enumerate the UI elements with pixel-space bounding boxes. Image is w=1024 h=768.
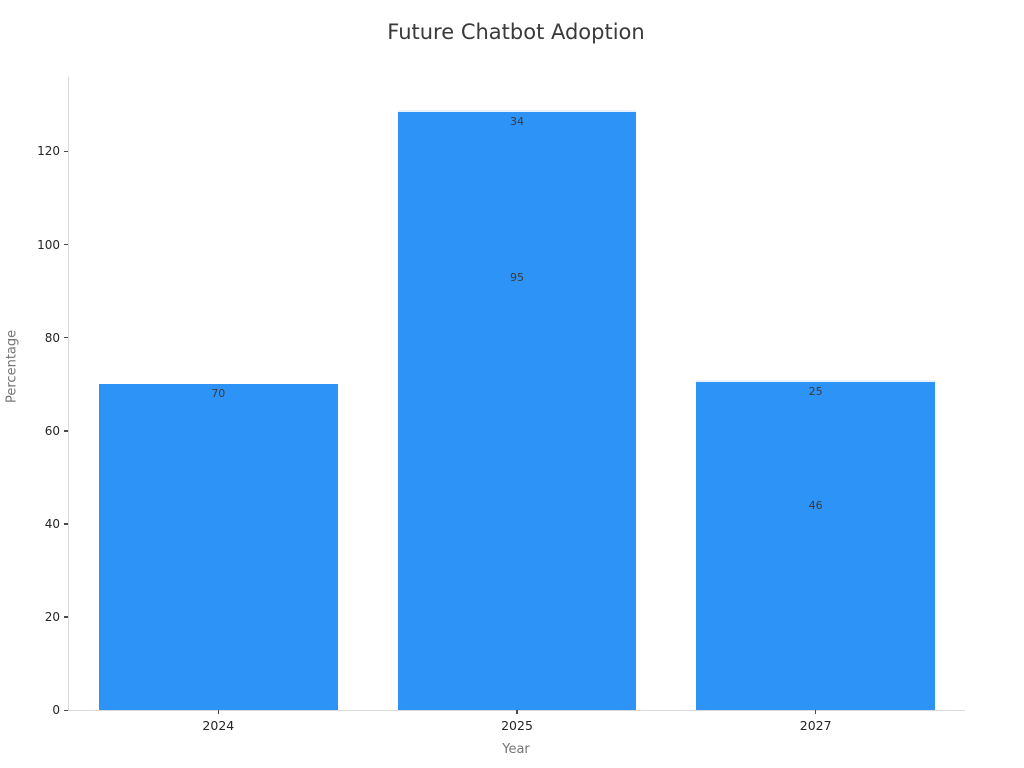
bar-segment-2027-upper-segment: 25 <box>696 379 936 496</box>
y-tick <box>64 709 68 711</box>
y-axis-label: Percentage <box>4 329 20 403</box>
y-tick-label: 20 <box>44 609 60 624</box>
plot-area: 0 20 40 60 80 100 120 2024 2025 2027 70 95 34 46 25 <box>37 77 965 733</box>
y-tick-label: 120 <box>37 144 60 159</box>
x-tick <box>516 710 518 714</box>
bar-segment-2027-lower-segment: 46 <box>696 495 936 710</box>
chart-title: Future Chatbot Adoption <box>387 20 645 44</box>
x-tick <box>815 710 817 714</box>
bar-value-label: 70 <box>211 387 226 401</box>
y-tick-label: 80 <box>44 330 60 345</box>
bar-segment-2025-lower-segment: 95 <box>397 267 637 710</box>
x-tick-label: 2024 <box>202 718 235 733</box>
y-tick-label: 40 <box>44 516 60 531</box>
bar-segment-2025-upper-segment: 34 <box>397 109 637 268</box>
x-tick <box>217 710 220 714</box>
bar-value-label: 95 <box>509 270 524 284</box>
y-tick-label: 100 <box>37 237 60 252</box>
bar-segment-2024-lower-segment: 70 <box>98 384 338 710</box>
bar-value-label: 46 <box>808 498 823 512</box>
x-tick-label: 2027 <box>799 718 832 733</box>
x-axis-label: Year <box>502 742 530 757</box>
y-tick <box>64 523 68 525</box>
y-tick-label: 60 <box>44 423 60 438</box>
y-tick <box>64 337 68 339</box>
x-tick-label: 2025 <box>501 718 533 733</box>
y-tick <box>64 616 68 618</box>
bar-value-label: 34 <box>509 114 524 128</box>
y-tick <box>64 150 68 153</box>
y-tick <box>64 430 68 432</box>
bar-value-label: 25 <box>808 384 823 398</box>
y-tick-label: 0 <box>52 703 60 717</box>
y-tick <box>64 244 68 246</box>
